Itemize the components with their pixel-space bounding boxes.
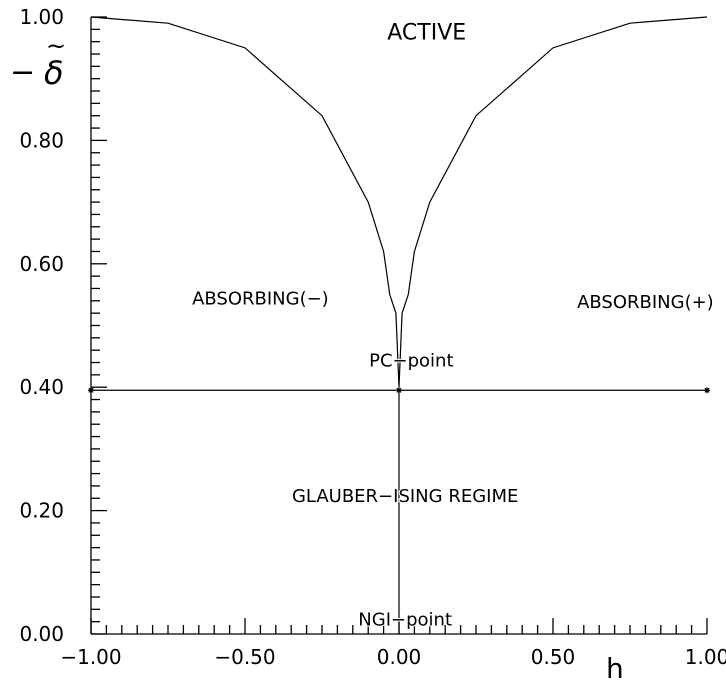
region-label: ABSORBING(−)	[192, 289, 329, 310]
y-tick-label: 0.40	[19, 375, 64, 399]
x-tick-label: 0.50	[531, 645, 576, 669]
y-axis-label-prefix: −	[10, 55, 35, 90]
x-axis-label: h	[606, 652, 624, 683]
x-tick-label: −0.50	[214, 645, 275, 669]
y-tick-label: 1.00	[19, 5, 64, 29]
data-point	[704, 387, 710, 394]
data-point	[88, 387, 94, 394]
x-tick-label: 1.00	[685, 645, 726, 669]
y-axis-label: δ	[44, 54, 64, 92]
region-label: ABSORBING(+)	[577, 292, 714, 313]
y-tick-label: 0.80	[19, 128, 64, 152]
region-label: ACTIVE	[387, 20, 466, 45]
annotations: ACTIVE ABSORBING(−) ABSORBING(+) PC−point GL…	[191, 19, 715, 631]
data-point	[396, 387, 402, 394]
y-tick-label: 0.60	[19, 252, 64, 276]
y-tick-label: 0.00	[19, 622, 64, 646]
tick-labels: −1.00 −0.50 0.00 0.50 1.00 0.00 0.20 0.40 0.60 0.…	[19, 5, 726, 669]
x-tick-label: −1.00	[60, 645, 121, 669]
y-axis-label-tilde: ~	[46, 32, 66, 60]
region-label: GLAUBER−ISING REGIME	[292, 486, 518, 507]
phase-boundary-line	[90, 16, 708, 388]
y-tick-label: 0.20	[19, 499, 64, 523]
region-label: PC−point	[369, 350, 453, 371]
x-tick-label: 0.00	[377, 645, 422, 669]
region-label: NGI−point	[358, 610, 452, 631]
data-lines	[90, 16, 708, 634]
marked-points	[88, 387, 710, 394]
axis-labels: − δ ~ h	[10, 32, 624, 683]
